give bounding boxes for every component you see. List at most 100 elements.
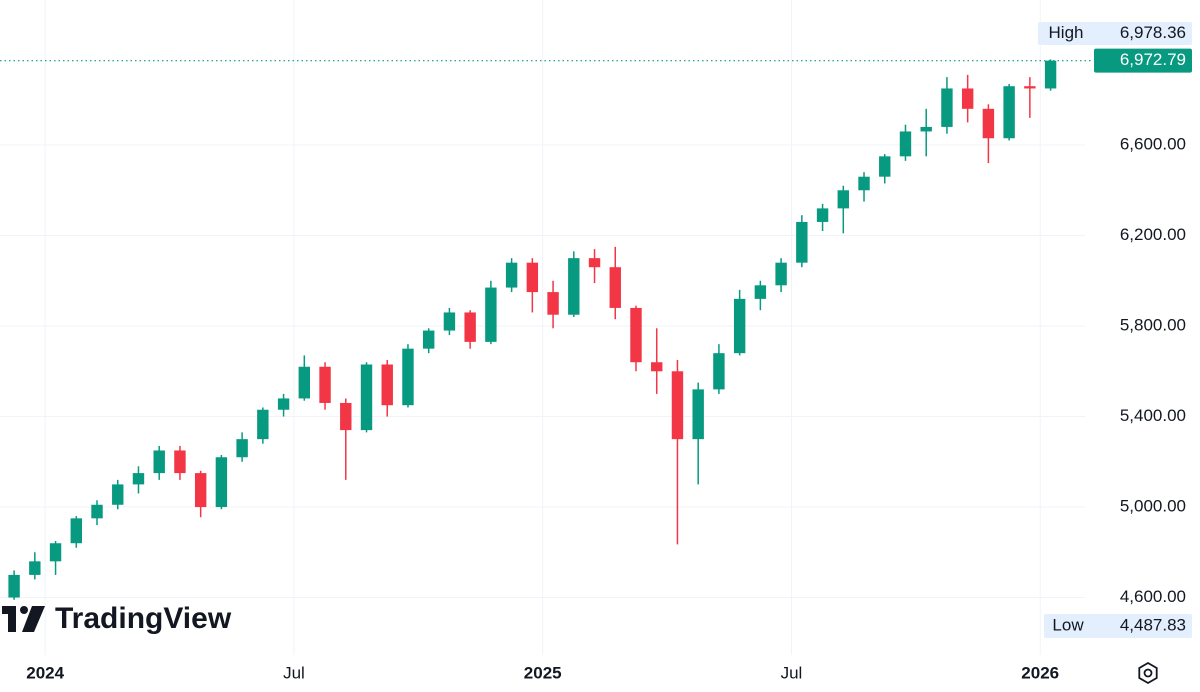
x-tick-label: Jul xyxy=(781,663,803,682)
candle-body xyxy=(568,258,580,315)
candle-body xyxy=(194,473,207,508)
x-tick-label: 2025 xyxy=(524,663,562,682)
candle-body xyxy=(526,262,539,293)
high-label: High xyxy=(1049,23,1084,42)
candle xyxy=(402,344,414,408)
candle xyxy=(879,154,891,184)
candle xyxy=(422,328,435,354)
candle xyxy=(816,203,829,232)
candle xyxy=(899,124,912,161)
candle-body xyxy=(692,389,704,440)
candle-body xyxy=(236,439,248,458)
low-box xyxy=(1044,614,1192,638)
candle xyxy=(630,305,642,372)
logo: TradingView xyxy=(2,602,232,635)
high-box xyxy=(1038,22,1192,45)
candle-body xyxy=(215,457,228,508)
candle xyxy=(153,445,165,480)
candle xyxy=(754,280,767,311)
candle-body xyxy=(837,190,849,209)
settings-hex[interactable] xyxy=(1138,661,1158,685)
candle xyxy=(319,362,331,410)
candle-body xyxy=(112,484,124,505)
candle-body xyxy=(257,409,269,440)
candle-body xyxy=(8,574,20,598)
candle xyxy=(112,479,124,510)
candle xyxy=(215,454,228,510)
candle xyxy=(505,258,518,293)
candle xyxy=(671,359,684,545)
candle xyxy=(1003,83,1015,141)
candle-body xyxy=(671,371,684,440)
candle-body xyxy=(298,366,311,399)
candle-body xyxy=(941,88,953,127)
y-tick-label: 5,800.00 xyxy=(1120,316,1186,335)
candle xyxy=(485,280,497,345)
candle-body xyxy=(1003,86,1015,139)
x-tick-label: 2024 xyxy=(26,663,64,682)
candle xyxy=(91,500,103,526)
candle-body xyxy=(464,312,476,342)
y-tick-label: 6,600.00 xyxy=(1120,135,1186,154)
candle-body xyxy=(609,267,621,308)
candle xyxy=(174,445,186,480)
candle xyxy=(194,470,207,518)
candle-body xyxy=(588,258,601,268)
candle-body xyxy=(733,298,746,354)
x-tick-label: 2026 xyxy=(1021,663,1059,682)
candle xyxy=(941,77,953,134)
candle-body xyxy=(982,108,995,139)
candle-body xyxy=(630,307,642,363)
settings-dot[interactable] xyxy=(1143,668,1153,678)
candle-body xyxy=(485,287,497,342)
candle-body xyxy=(49,543,62,562)
candle xyxy=(796,215,808,268)
candle-body xyxy=(754,285,767,299)
logo-shape xyxy=(8,606,16,632)
candle xyxy=(49,540,62,575)
candle-body xyxy=(174,450,186,474)
candle xyxy=(568,251,580,317)
candle xyxy=(1044,59,1057,91)
candle xyxy=(692,382,704,485)
candle-body xyxy=(1044,60,1057,89)
candle xyxy=(588,249,601,284)
candle xyxy=(920,108,932,157)
candle-body xyxy=(651,362,663,372)
candle xyxy=(526,258,539,313)
candle xyxy=(464,310,476,349)
high-value: 6,978.36 xyxy=(1120,23,1186,42)
candle-body xyxy=(153,450,165,474)
candle xyxy=(236,432,248,462)
candle-body xyxy=(879,156,891,177)
last-price-box xyxy=(1094,48,1192,73)
candle xyxy=(340,398,352,480)
candle-body xyxy=(858,176,870,191)
candle-body xyxy=(91,504,103,519)
candle-body xyxy=(547,292,559,315)
candle xyxy=(298,355,311,401)
candle-body xyxy=(319,366,331,403)
candle xyxy=(651,328,663,394)
candle-body xyxy=(796,221,808,263)
logo-shape xyxy=(20,606,28,614)
y-tick-label: 6,200.00 xyxy=(1120,225,1186,244)
y-tick-label: 5,400.00 xyxy=(1120,406,1186,425)
candle xyxy=(443,307,456,336)
low-value: 4,487.83 xyxy=(1120,615,1186,634)
candle-body xyxy=(132,473,145,485)
brand: TradingView xyxy=(55,602,232,635)
candle-body xyxy=(899,131,912,157)
low-label: Low xyxy=(1052,615,1084,634)
candle xyxy=(8,570,20,600)
candle-body xyxy=(340,402,352,431)
last-price-label: 6,972.79 xyxy=(1120,50,1186,69)
settings-icon[interactable] xyxy=(1138,661,1158,685)
candle xyxy=(982,104,995,164)
candle xyxy=(713,344,725,394)
candle xyxy=(29,552,41,580)
candle-body xyxy=(29,561,41,575)
candle xyxy=(961,74,974,123)
candle-body xyxy=(277,398,290,410)
